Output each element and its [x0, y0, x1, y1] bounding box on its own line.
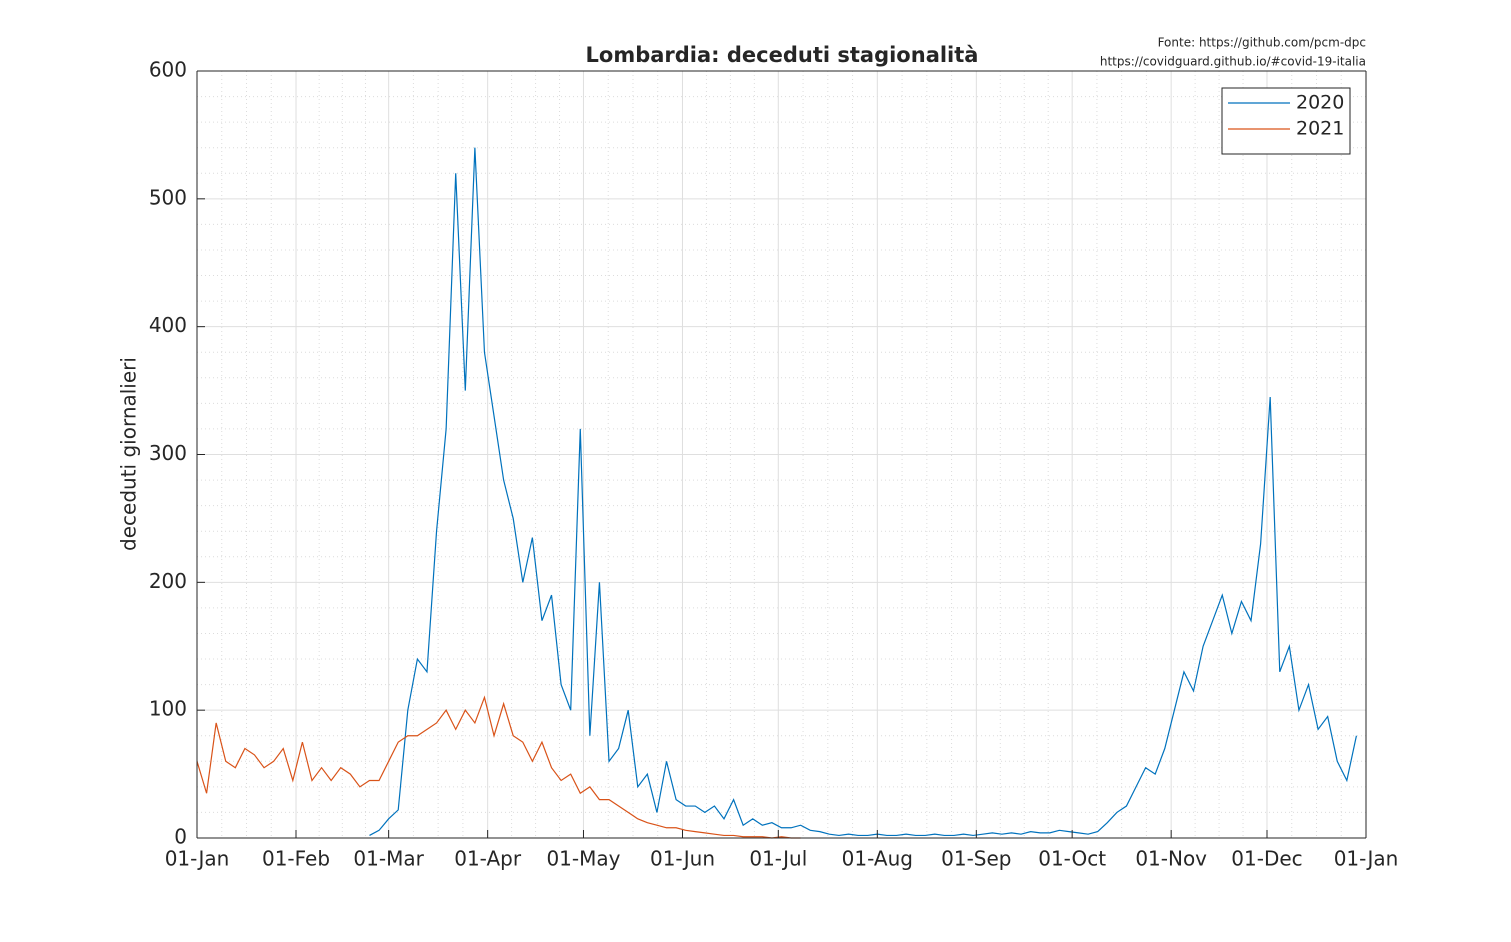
x-tick-label: 01-Jun: [650, 847, 715, 871]
x-tick-label: 01-Jan: [1334, 847, 1399, 871]
y-axis-label: deceduti giornalieri: [117, 357, 141, 551]
x-tick-label: 01-Apr: [454, 847, 522, 871]
x-tick-label: 01-Oct: [1038, 847, 1106, 871]
series-line: [196, 695, 801, 839]
y-tick-label: 400: [149, 313, 187, 337]
x-tick-label: 01-Jul: [749, 847, 807, 871]
source-line: Fonte: https://github.com/pcm-dpc: [1158, 36, 1366, 50]
chart-title: Lombardia: deceduti stagionalità: [586, 43, 979, 67]
y-tick-label: 100: [149, 697, 187, 721]
y-tick-label: 200: [149, 569, 187, 593]
x-tick-label: 01-Nov: [1135, 847, 1207, 871]
legend-box: [1221, 87, 1351, 155]
x-tick-label: 01-Jan: [165, 847, 230, 871]
x-tick-label: 01-Dec: [1231, 847, 1302, 871]
legend-label: 2021: [1296, 118, 1344, 140]
x-tick-label: 01-Feb: [262, 847, 330, 871]
y-tick-label: 0: [174, 825, 187, 849]
series-line: [369, 147, 1358, 837]
x-tick-label: 01-May: [546, 847, 620, 871]
x-tick-label: 01-Sep: [941, 847, 1011, 871]
y-tick-label: 600: [149, 58, 187, 82]
x-tick-label: 01-Aug: [842, 847, 913, 871]
y-tick-label: 300: [149, 441, 187, 465]
legend-label: 2020: [1296, 92, 1344, 114]
x-tick-label: 01-Mar: [353, 847, 424, 871]
source-line: https://covidguard.github.io/#covid-19-i…: [1100, 55, 1366, 69]
y-tick-label: 500: [149, 185, 187, 209]
